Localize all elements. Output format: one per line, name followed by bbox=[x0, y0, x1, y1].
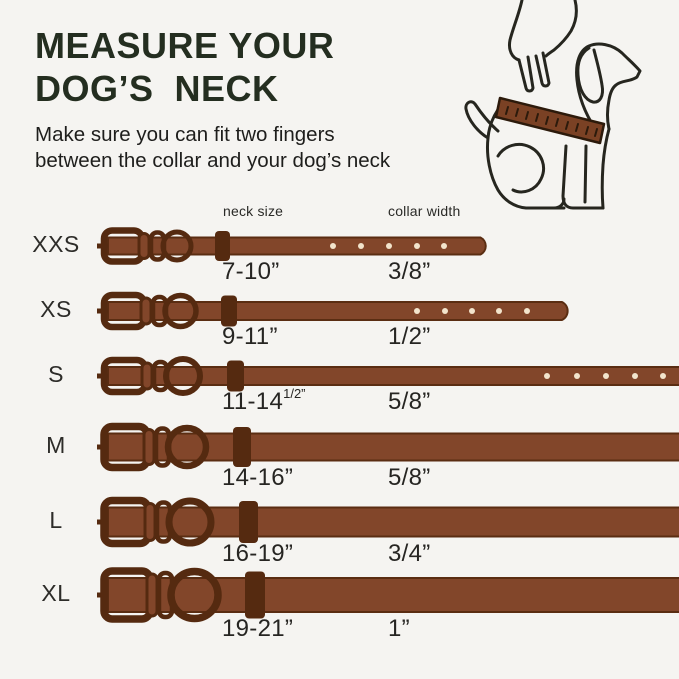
d-ring-icon bbox=[160, 229, 194, 263]
collar-graphic-xl bbox=[97, 567, 679, 623]
collar-width-value-xs: 1/2” bbox=[388, 323, 431, 350]
collar-hole bbox=[386, 243, 392, 249]
collar-hole bbox=[496, 308, 502, 314]
collar-hole bbox=[524, 308, 530, 314]
hand-two-fingers-icon bbox=[508, 0, 578, 93]
slider-icon bbox=[233, 427, 251, 467]
size-label-xxs: XXS bbox=[32, 231, 80, 257]
dog-neck-measurement-illustration bbox=[464, 0, 642, 210]
collar-hole bbox=[414, 243, 420, 249]
ruler-icon bbox=[494, 96, 606, 145]
size-label-xl: XL bbox=[41, 580, 71, 606]
d-ring-icon bbox=[164, 424, 210, 470]
collar-hole bbox=[574, 373, 580, 379]
size-label-m: M bbox=[46, 432, 66, 458]
neck-size-value-s: 11-141/2” bbox=[222, 386, 306, 415]
neck-size-fraction: 1/2” bbox=[283, 386, 306, 401]
column-header-neck-size: neck size bbox=[223, 203, 284, 219]
collar-hole bbox=[660, 373, 666, 379]
neck-size-value-xxs: 7-10” bbox=[222, 257, 280, 285]
collar-width-value-s: 5/8” bbox=[388, 388, 431, 415]
collar-width-value-m: 5/8” bbox=[388, 463, 431, 491]
subtitle-line1: Make sure you can fit two fingers bbox=[35, 123, 335, 146]
neck-size-value-xs: 9-11” bbox=[222, 323, 278, 350]
title-line2: DOG’S NECK bbox=[35, 68, 279, 110]
slider-icon bbox=[239, 501, 258, 543]
size-label-l: L bbox=[49, 507, 63, 533]
collar-hole bbox=[544, 373, 550, 379]
collar-strap bbox=[107, 366, 679, 386]
neck-size-value-xl: 19-21” bbox=[222, 615, 294, 642]
d-ring-icon bbox=[162, 292, 199, 330]
size-label-s: S bbox=[48, 361, 64, 387]
collar-hole bbox=[442, 308, 448, 314]
collar-strap bbox=[107, 432, 679, 462]
collar-hole bbox=[358, 243, 364, 249]
collar-strap bbox=[107, 577, 679, 613]
collar-hole bbox=[414, 308, 420, 314]
strap-end-tab bbox=[140, 361, 154, 391]
collar-graphic-l bbox=[97, 496, 679, 548]
collar-graphic-xxs bbox=[97, 227, 487, 265]
strap-end-tab bbox=[143, 502, 157, 542]
slider-icon bbox=[245, 571, 265, 619]
column-header-collar-width: collar width bbox=[388, 203, 461, 219]
d-ring-icon bbox=[165, 497, 215, 547]
strap-end-tab bbox=[137, 232, 151, 260]
slider-icon bbox=[221, 295, 237, 327]
slider-icon bbox=[227, 360, 244, 392]
title-line1: MEASURE YOUR bbox=[35, 25, 335, 66]
collar-strap bbox=[107, 236, 487, 256]
collar-strap bbox=[107, 506, 679, 538]
collar-graphic-s bbox=[97, 356, 679, 396]
collar-hole bbox=[441, 243, 447, 249]
page-title: MEASURE YOUR DOG’S NECK bbox=[35, 24, 334, 110]
strap-end-tab bbox=[139, 296, 153, 326]
collar-graphic-m bbox=[97, 422, 679, 472]
collar-hole bbox=[469, 308, 475, 314]
collar-width-value-xxs: 3/8” bbox=[388, 257, 431, 285]
neck-size-value-m: 14-16” bbox=[222, 463, 294, 491]
strap-end-tab bbox=[142, 428, 156, 466]
d-ring-icon bbox=[163, 356, 203, 396]
subtitle-line2: between the collar and your dog’s neck bbox=[35, 149, 391, 173]
collar-hole bbox=[330, 243, 336, 249]
page-subtitle: Make sure you can fit two fingers between… bbox=[35, 122, 390, 174]
collar-width-value-xl: 1” bbox=[388, 615, 410, 642]
collar-graphic-xs bbox=[97, 291, 569, 331]
strap-end-tab bbox=[145, 572, 159, 618]
size-label-xs: XS bbox=[40, 296, 72, 322]
collar-hole bbox=[603, 373, 609, 379]
collar-width-value-l: 3/4” bbox=[388, 539, 431, 567]
collar-hole bbox=[632, 373, 638, 379]
neck-size-value-l: 16-19” bbox=[222, 539, 294, 567]
d-ring-icon bbox=[167, 567, 222, 623]
slider-icon bbox=[215, 231, 230, 261]
